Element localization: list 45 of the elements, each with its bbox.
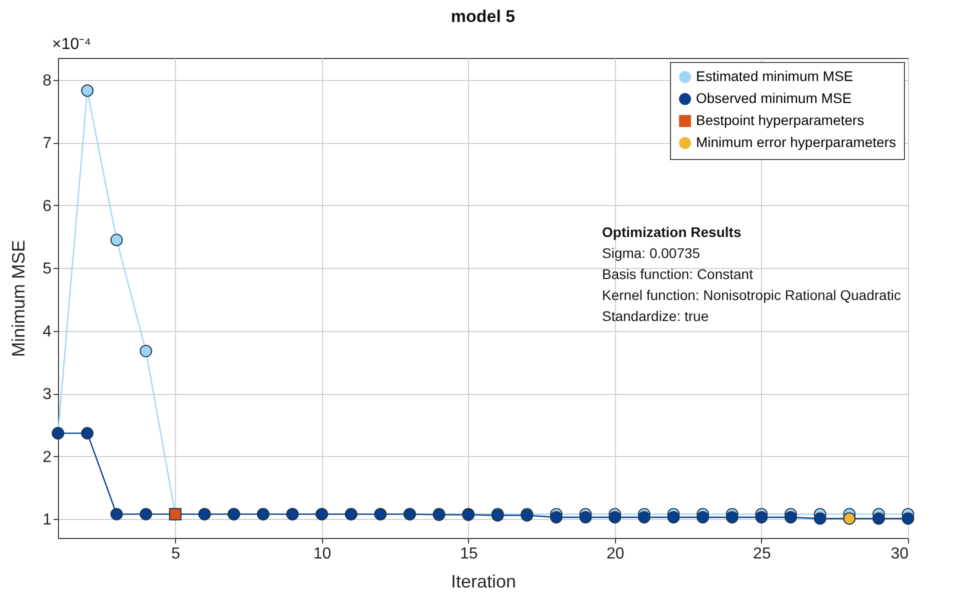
- point: [814, 512, 826, 525]
- point: [872, 512, 885, 525]
- point: [902, 512, 914, 525]
- point: [784, 511, 797, 524]
- point: [81, 84, 94, 97]
- point: [110, 234, 123, 246]
- legend-label: Observed minimum MSE: [696, 90, 852, 106]
- point: [110, 508, 123, 520]
- legend-label: Minimum error hyperparameters: [696, 134, 896, 150]
- point: [608, 511, 622, 524]
- point: [667, 511, 680, 524]
- y-tick-label: 3: [42, 386, 52, 404]
- point: [140, 508, 152, 520]
- point: [140, 344, 152, 358]
- y-tick-label: 4: [42, 323, 52, 340]
- point: [755, 511, 768, 524]
- y-tick-label: 5: [42, 260, 52, 278]
- legend-label: Bestpoint hyperparameters: [696, 112, 864, 128]
- point: [726, 511, 738, 524]
- y-axis-title: Minimum MSE: [8, 240, 29, 358]
- x-tick-label: 30: [890, 546, 909, 562]
- x-tick-label: 20: [606, 546, 624, 562]
- annotation: Standardize: true: [602, 308, 709, 324]
- annotation: Optimization Results: [602, 224, 742, 240]
- y-tick-label: 8: [42, 72, 52, 90]
- x-tick-label: 25: [753, 546, 771, 562]
- point: [81, 427, 94, 440]
- chart-title: model 5: [450, 7, 516, 26]
- annotation: Sigma: 0.00735: [602, 245, 700, 261]
- legend-label: Estimated minimum MSE: [696, 68, 854, 84]
- y-tick-label: 6: [42, 198, 52, 215]
- point: [696, 511, 710, 524]
- point: [638, 511, 650, 524]
- x-tick-label: 10: [313, 546, 332, 562]
- x-tick-label: 5: [171, 546, 180, 562]
- y-tick-label: 2: [42, 448, 52, 466]
- point: [550, 511, 562, 524]
- point: [579, 511, 592, 524]
- y-tick-label: 7: [42, 135, 52, 152]
- x-tick-label: 15: [460, 546, 478, 562]
- y-tick-label: 1: [42, 512, 52, 529]
- annotation: Basis function: Constant: [602, 266, 754, 282]
- text: ×10⁻⁴: [52, 36, 92, 53]
- annotation: Kernel function: Nonisotropic Rational Quadratic: [602, 287, 901, 303]
- x-axis-title: Iteration: [450, 572, 516, 592]
